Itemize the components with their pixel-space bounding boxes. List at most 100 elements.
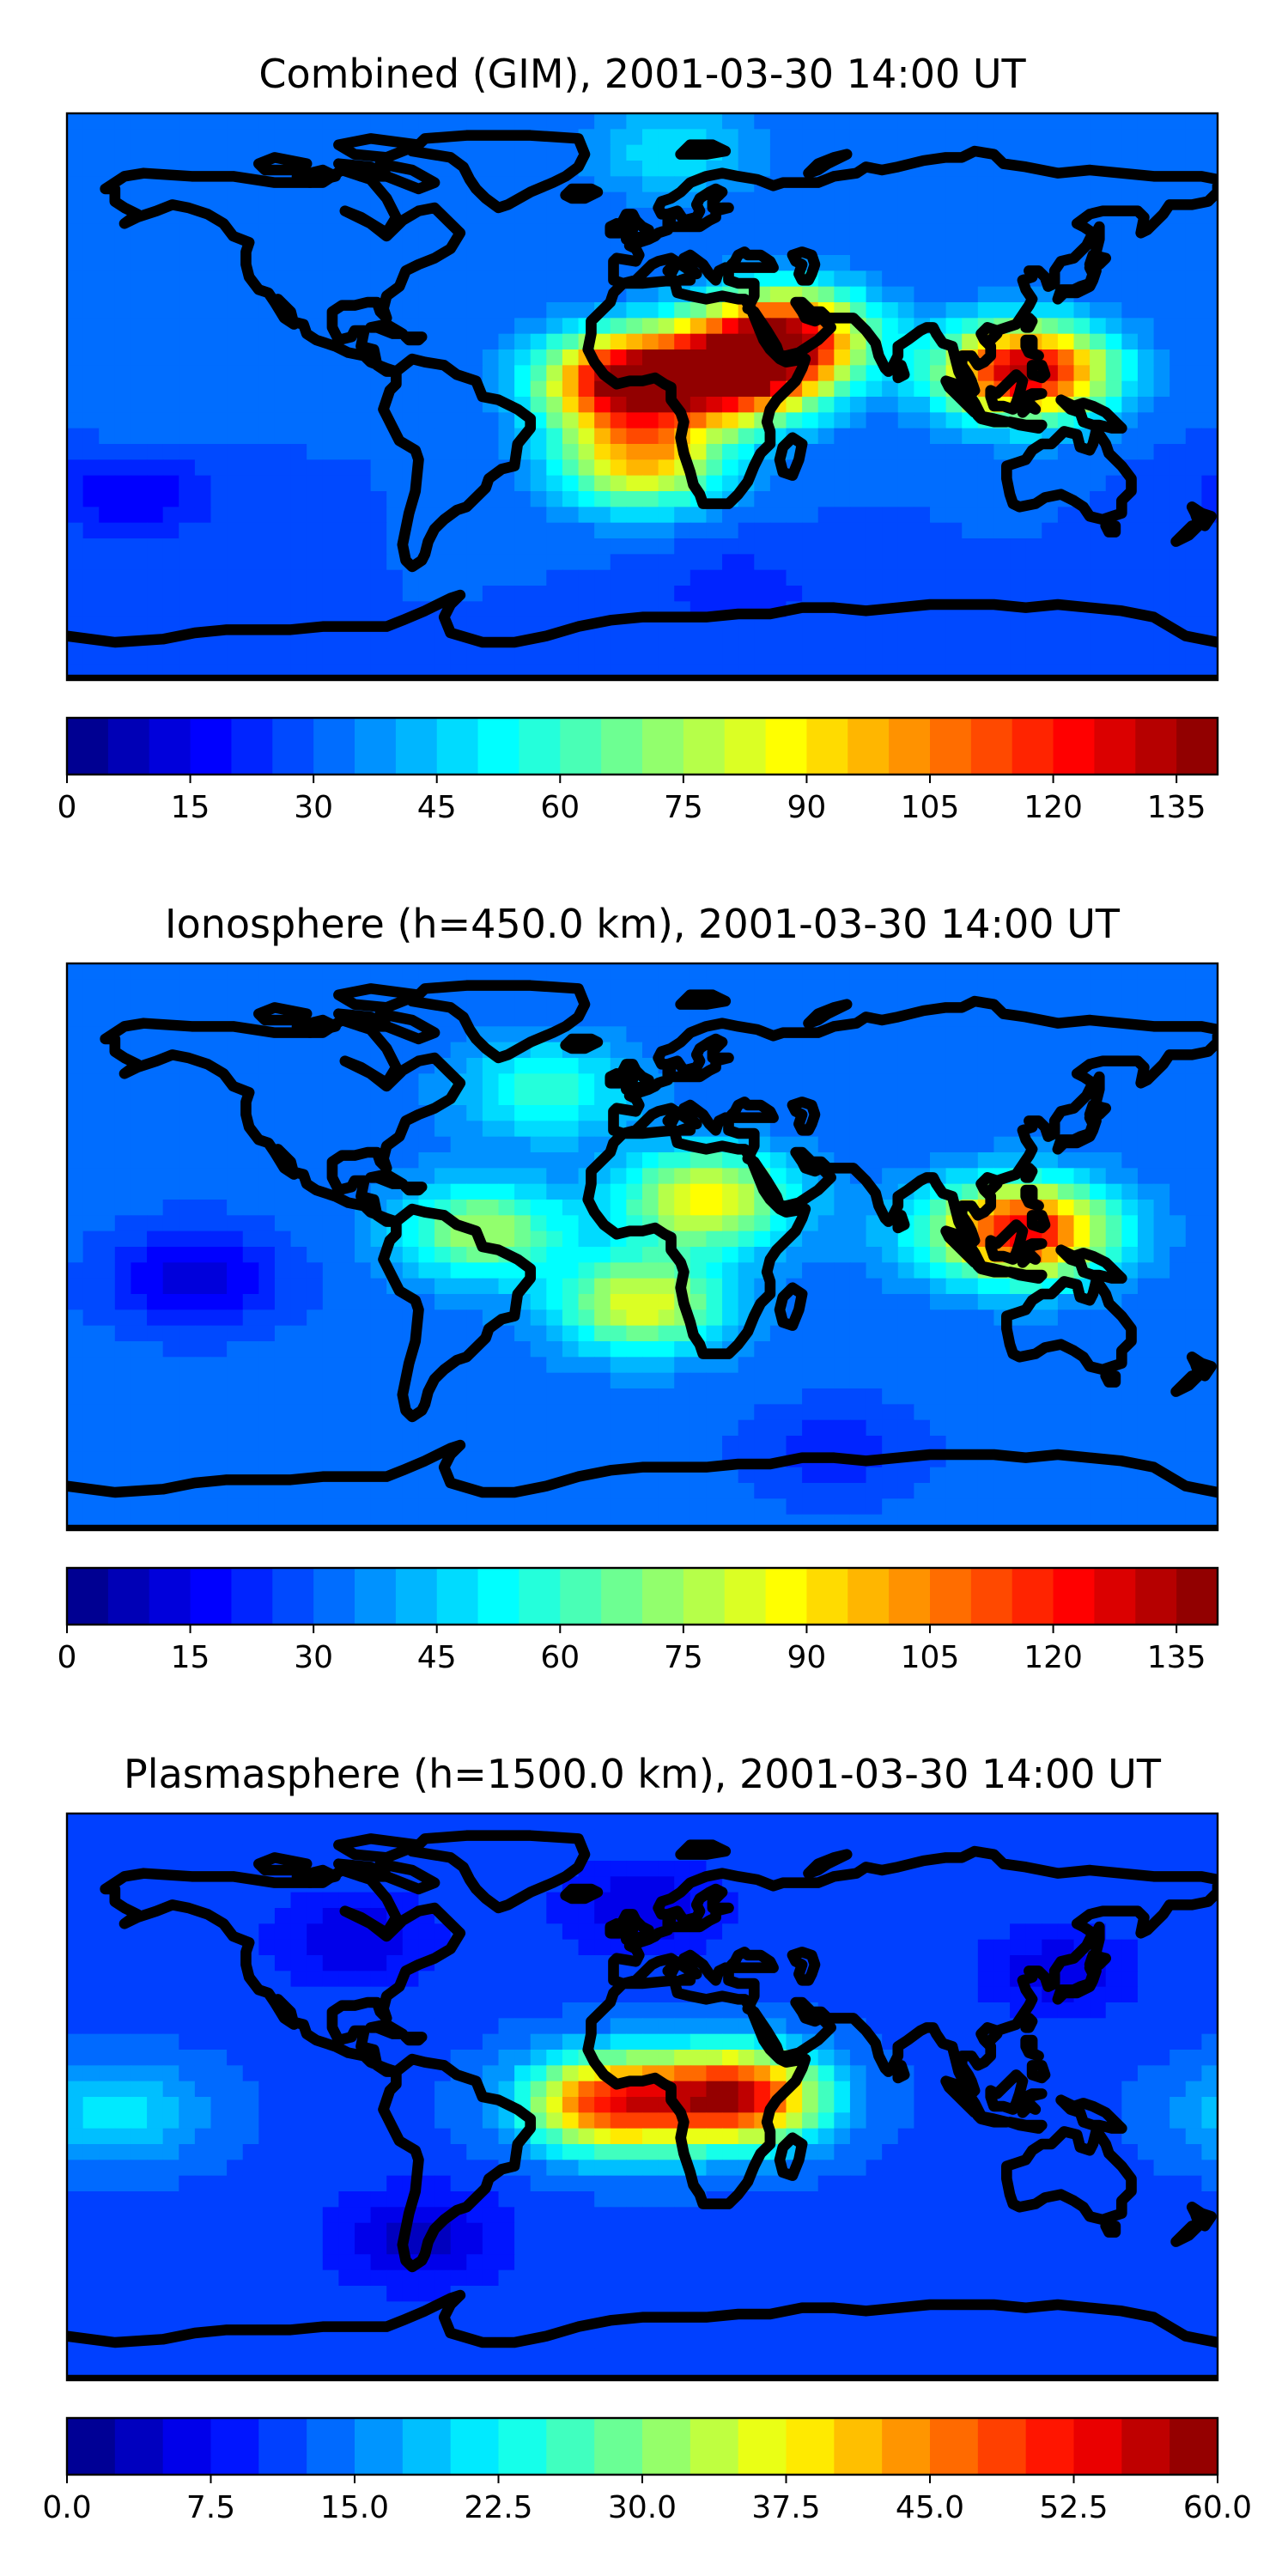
heatmap-cell (1057, 1089, 1075, 1106)
heatmap-cell (307, 1404, 324, 1421)
heatmap-cell (482, 318, 500, 335)
heatmap-cell (307, 1262, 324, 1279)
heatmap-cell (1073, 1168, 1091, 1185)
heatmap-cell (594, 1183, 611, 1200)
heatmap-cell (1137, 113, 1155, 130)
heatmap-cell (131, 129, 148, 146)
heatmap-cell (131, 302, 148, 319)
heatmap-cell (626, 1309, 643, 1327)
heatmap-cell (722, 444, 739, 460)
colorbar-segment (313, 718, 355, 775)
heatmap-cell (242, 633, 259, 649)
heatmap-cell (482, 491, 500, 507)
heatmap-cell (290, 444, 307, 460)
heatmap-cell (162, 286, 179, 303)
heatmap-cell (834, 255, 851, 271)
heatmap-cell (114, 1372, 132, 1389)
heatmap-cell (131, 1247, 148, 1263)
heatmap-cell (466, 1357, 483, 1374)
heatmap-cell (578, 380, 595, 398)
heatmap-cell (274, 270, 292, 288)
heatmap-cell (738, 191, 755, 209)
heatmap-cell (1121, 302, 1139, 319)
colorbar-tick-label: 75 (664, 790, 703, 825)
heatmap-cell (817, 1215, 835, 1232)
heatmap-cell (1010, 1419, 1027, 1437)
heatmap-cell (514, 270, 532, 288)
heatmap-cell (355, 412, 372, 429)
heatmap-cell (945, 1152, 963, 1169)
heatmap-cell (802, 397, 819, 413)
heatmap-cell (1170, 239, 1187, 256)
heatmap-cell (882, 239, 899, 256)
heatmap-cell (786, 963, 803, 980)
heatmap-cell (99, 286, 116, 303)
heatmap-cell (1137, 1262, 1155, 1279)
heatmap-cell (1057, 223, 1075, 240)
heatmap-cell (945, 208, 963, 224)
heatmap-cell (1185, 617, 1202, 634)
heatmap-cell (482, 176, 500, 193)
heatmap-cell (514, 1121, 532, 1138)
heatmap-cell (530, 1183, 547, 1200)
heatmap-cell (642, 1419, 659, 1437)
heatmap-cell (179, 1073, 196, 1091)
heatmap-cell (610, 459, 627, 477)
heatmap-cell (578, 1388, 595, 1405)
heatmap-cell (482, 1026, 500, 1043)
heatmap-cell (1121, 1136, 1139, 1153)
heatmap-cell (1170, 1073, 1187, 1091)
heatmap-cell (179, 491, 196, 507)
map-frame (65, 112, 1219, 682)
heatmap-cell (1121, 569, 1139, 586)
heatmap-cell (1153, 1152, 1170, 1169)
heatmap-cell (514, 1372, 532, 1389)
heatmap-cell (562, 365, 580, 382)
heatmap-cell (530, 601, 547, 618)
heatmap-cell (722, 1168, 739, 1185)
heatmap-cell (530, 239, 547, 256)
heatmap-cell (562, 318, 580, 335)
heatmap-cell (147, 1278, 164, 1295)
heatmap-cell (1185, 349, 1202, 366)
heatmap-cell (434, 538, 452, 555)
colorbar-segment (67, 718, 109, 775)
heatmap-cell (882, 144, 899, 161)
heatmap-cell (1025, 617, 1042, 634)
heatmap-cell (594, 1294, 611, 1310)
heatmap-cell (914, 302, 931, 319)
heatmap-cell (179, 129, 196, 146)
heatmap-cell (258, 1451, 276, 1468)
heatmap-cell (242, 397, 259, 413)
heatmap-cell (227, 1121, 244, 1138)
heatmap-cell (147, 333, 164, 350)
heatmap-cell (274, 475, 292, 492)
heatmap-cell (993, 270, 1011, 288)
heatmap-cell (370, 1278, 387, 1295)
heatmap-cell (1073, 191, 1091, 209)
heatmap-cell (882, 586, 899, 602)
heatmap-cell (514, 144, 532, 161)
heatmap-cell (849, 1215, 867, 1232)
heatmap-cell (450, 1200, 467, 1216)
heatmap-cell (993, 1073, 1011, 1091)
heatmap-cell (1057, 1309, 1075, 1327)
heatmap-cell (993, 538, 1011, 555)
heatmap-cell (162, 1294, 179, 1310)
heatmap-cell (67, 648, 84, 665)
heatmap-cell (562, 302, 580, 319)
heatmap-cell (1105, 633, 1122, 649)
heatmap-cell (546, 475, 563, 492)
heatmap-cell (322, 380, 339, 398)
heatmap-cell (131, 1152, 148, 1169)
heatmap-cell (386, 1325, 404, 1342)
heatmap-cell (578, 1451, 595, 1468)
heatmap-cell (1170, 1341, 1187, 1358)
heatmap-cell (498, 994, 515, 1012)
heatmap-cell (897, 1388, 914, 1405)
heatmap-cell (817, 1042, 835, 1059)
heatmap-cell (1201, 1183, 1218, 1200)
heatmap-cell (834, 1089, 851, 1106)
heatmap-cell (274, 1451, 292, 1468)
heatmap-cell (562, 333, 580, 350)
